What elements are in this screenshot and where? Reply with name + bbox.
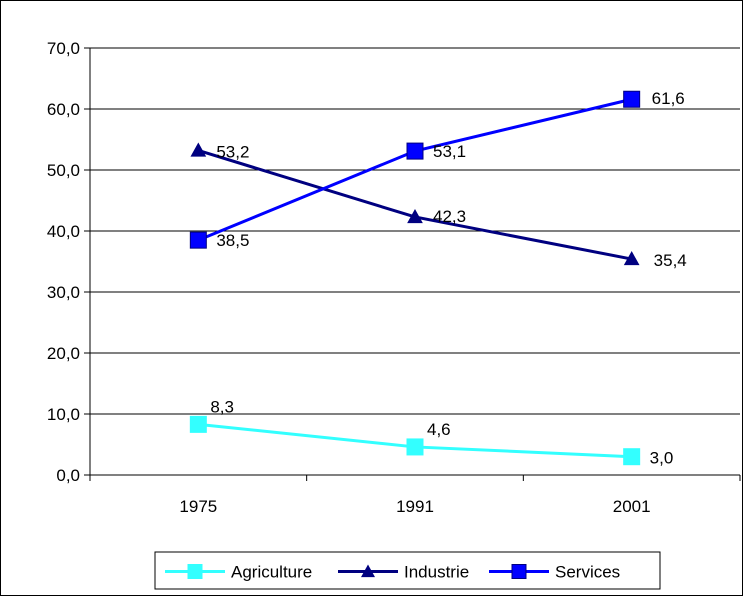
data-label: 53,2 bbox=[216, 142, 249, 161]
marker-triangle bbox=[190, 142, 207, 157]
legend-label: Industrie bbox=[404, 563, 469, 582]
gridlines bbox=[90, 47, 740, 415]
data-label: 61,6 bbox=[652, 89, 685, 108]
marker-triangle bbox=[407, 208, 423, 224]
x-tick-label: 2001 bbox=[613, 497, 651, 516]
legend-label: Agriculture bbox=[231, 563, 312, 582]
legend-box bbox=[154, 551, 661, 590]
marker-square bbox=[406, 438, 424, 456]
data-labels: 8,3 4,6 3,0 53,2 42,3 35,4 38,5 53,1 61,6 bbox=[210, 89, 686, 467]
legend: Agriculture Industrie Services bbox=[154, 551, 661, 590]
y-tick-label: 50,0 bbox=[47, 161, 80, 180]
y-tick-label: 20,0 bbox=[47, 344, 80, 363]
x-tick-label: 1975 bbox=[179, 497, 217, 516]
marker-square bbox=[623, 448, 641, 466]
marker-square bbox=[189, 415, 207, 433]
data-label: 4,6 bbox=[427, 420, 451, 439]
legend-marker-square bbox=[187, 564, 203, 579]
marker-square bbox=[406, 142, 424, 160]
data-label: 53,1 bbox=[433, 142, 466, 161]
data-label: 35,4 bbox=[654, 251, 687, 270]
data-label: 38,5 bbox=[216, 231, 249, 250]
y-tick-label: 30,0 bbox=[47, 283, 80, 302]
data-label: 42,3 bbox=[433, 207, 466, 226]
legend-marker-square bbox=[511, 564, 527, 579]
data-label: 8,3 bbox=[210, 397, 234, 416]
legend-marker-triangle bbox=[361, 564, 375, 578]
series-markers bbox=[189, 90, 641, 466]
y-tick-label: 10,0 bbox=[47, 405, 80, 424]
marker-square bbox=[189, 231, 207, 249]
x-tick-label: 1991 bbox=[396, 497, 434, 516]
axes: 0,0 10,0 20,0 30,0 40,0 50,0 60,0 70,0 1975 1991 2… bbox=[47, 39, 741, 516]
y-tick-label: 40,0 bbox=[47, 222, 80, 241]
series-line-industrie bbox=[197, 149, 632, 261]
y-tick-label: 60,0 bbox=[47, 100, 80, 119]
marker-triangle bbox=[623, 251, 640, 266]
y-tick-label: 0,0 bbox=[56, 466, 80, 485]
y-tick-label: 70,0 bbox=[47, 39, 80, 58]
marker-square bbox=[623, 90, 641, 108]
data-label: 3,0 bbox=[650, 449, 674, 468]
legend-label: Services bbox=[555, 563, 620, 582]
